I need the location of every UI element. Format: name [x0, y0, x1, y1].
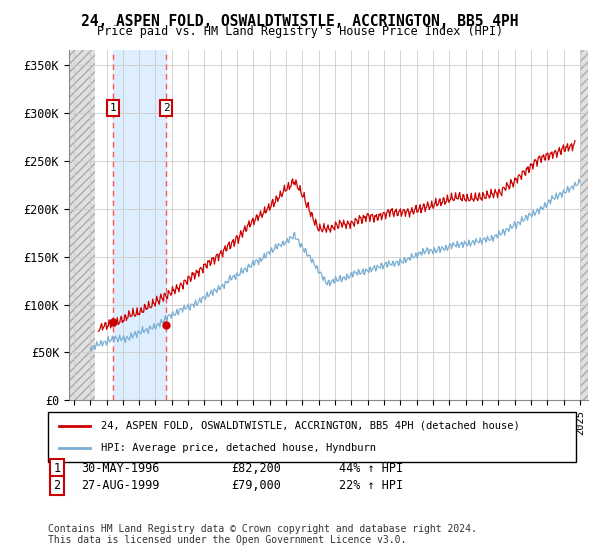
Bar [113, 50, 166, 400]
Bar [580, 50, 588, 400]
Text: £79,000: £79,000 [231, 479, 281, 492]
Text: Price paid vs. HM Land Registry's House Price Index (HPI): Price paid vs. HM Land Registry's House … [97, 25, 503, 38]
Text: 22% ↑ HPI: 22% ↑ HPI [339, 479, 403, 492]
Text: 2: 2 [53, 479, 61, 492]
Text: 44% ↑ HPI: 44% ↑ HPI [339, 462, 403, 475]
Text: 2: 2 [163, 103, 169, 113]
Bar [69, 50, 95, 400]
FancyBboxPatch shape [48, 412, 576, 462]
Text: £82,200: £82,200 [231, 462, 281, 475]
Text: Contains HM Land Registry data © Crown copyright and database right 2024.
This d: Contains HM Land Registry data © Crown c… [48, 524, 477, 545]
Text: 27-AUG-1999: 27-AUG-1999 [81, 479, 160, 492]
Bar [69, 50, 95, 400]
Text: 30-MAY-1996: 30-MAY-1996 [81, 462, 160, 475]
Text: HPI: Average price, detached house, Hyndburn: HPI: Average price, detached house, Hynd… [101, 443, 376, 453]
Text: 1: 1 [110, 103, 116, 113]
Text: 24, ASPEN FOLD, OSWALDTWISTLE, ACCRINGTON, BB5 4PH: 24, ASPEN FOLD, OSWALDTWISTLE, ACCRINGTO… [81, 14, 519, 29]
Text: 24, ASPEN FOLD, OSWALDTWISTLE, ACCRINGTON, BB5 4PH (detached house): 24, ASPEN FOLD, OSWALDTWISTLE, ACCRINGTO… [101, 421, 520, 431]
Bar [69, 50, 95, 400]
Bar [580, 50, 588, 400]
Text: 1: 1 [53, 462, 61, 475]
